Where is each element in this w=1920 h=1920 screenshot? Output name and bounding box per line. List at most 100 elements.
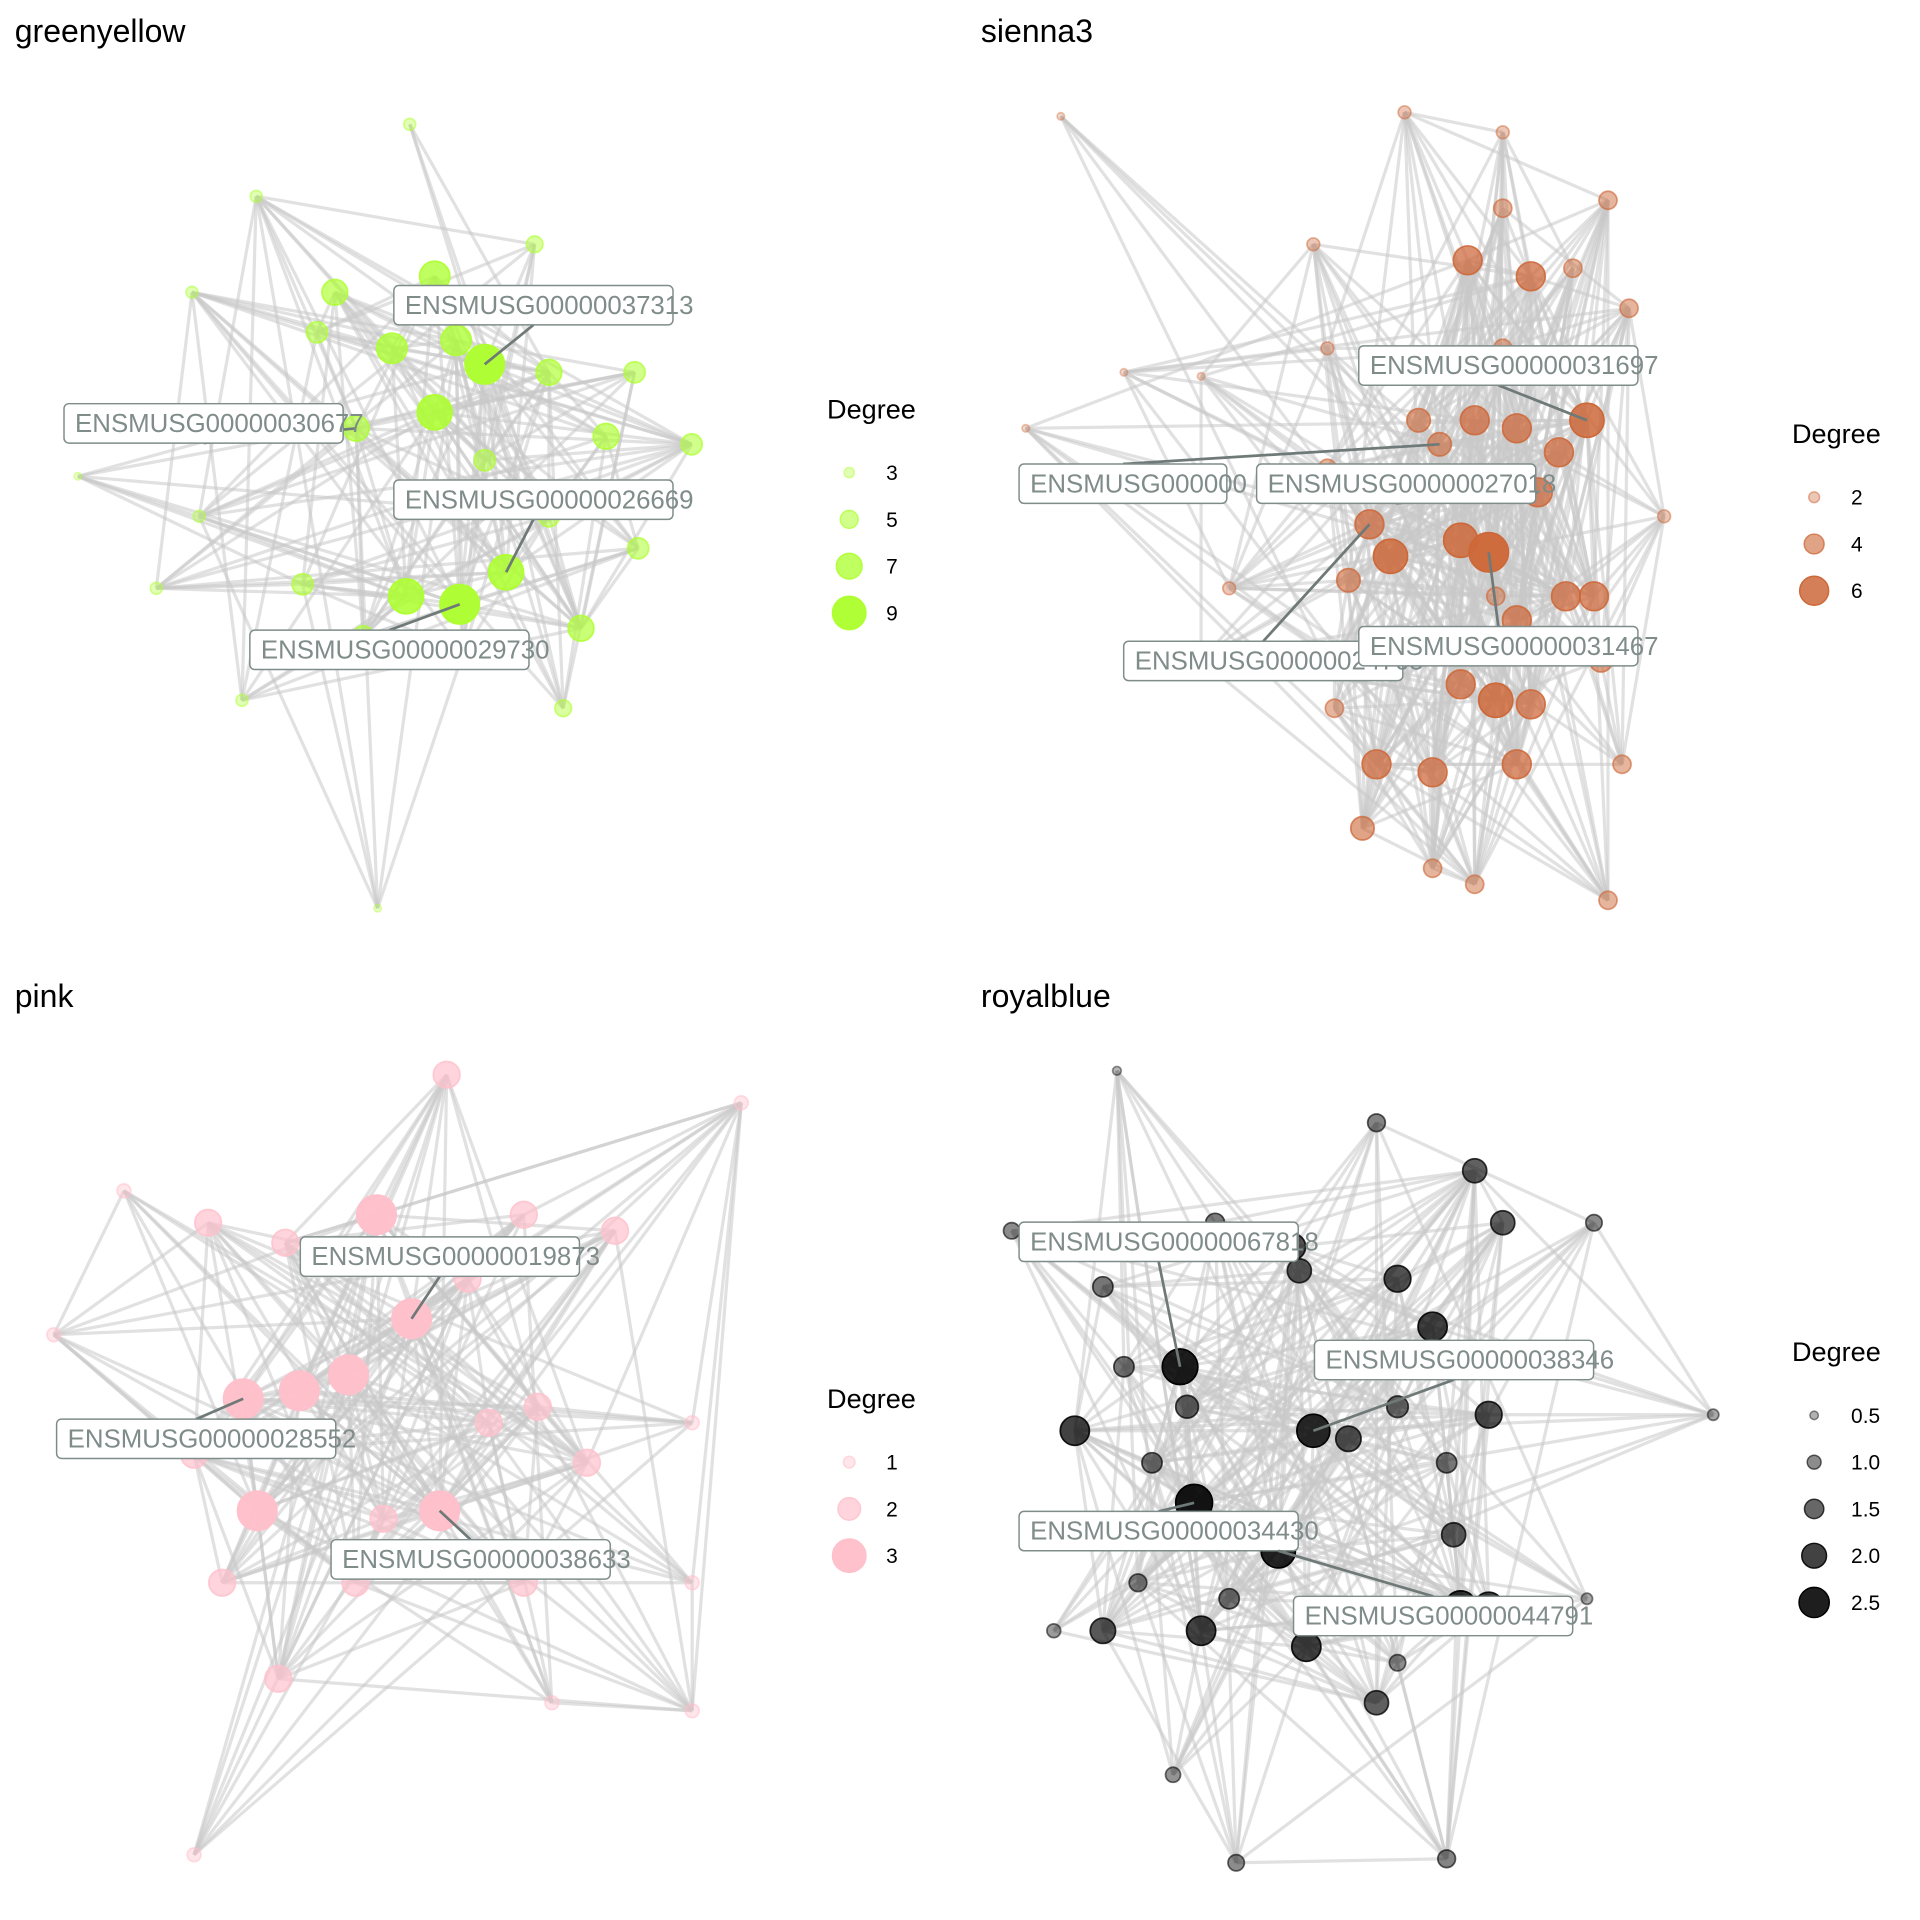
gene-node[interactable]	[1550, 581, 1582, 612]
gene-node[interactable]	[402, 117, 417, 132]
gene-node[interactable]	[1461, 1157, 1488, 1184]
gene-node[interactable]	[1464, 874, 1485, 895]
gene-node[interactable]	[523, 1392, 553, 1421]
gene-node[interactable]	[1440, 1521, 1467, 1548]
gene-node[interactable]	[1335, 567, 1361, 593]
gene-node[interactable]	[600, 1216, 630, 1245]
gene-node[interactable]	[733, 1095, 750, 1111]
gene-node[interactable]	[1501, 749, 1533, 780]
gene-node[interactable]	[1452, 245, 1483, 276]
gene-node[interactable]	[572, 1448, 602, 1477]
gene-node[interactable]	[1417, 757, 1448, 788]
gene-node[interactable]	[1227, 1853, 1246, 1872]
gene-node[interactable]	[567, 614, 595, 643]
gene-node[interactable]	[544, 1695, 560, 1711]
gene-node[interactable]	[185, 285, 199, 300]
gene-node[interactable]	[1406, 407, 1432, 433]
gene-node[interactable]	[1185, 1615, 1217, 1647]
gene-node[interactable]	[1164, 1766, 1182, 1784]
gene-node[interactable]	[464, 343, 506, 385]
gene-node[interactable]	[684, 1415, 700, 1431]
gene-node[interactable]	[116, 1183, 132, 1199]
gene-node[interactable]	[278, 1370, 320, 1412]
gene-node[interactable]	[1706, 1408, 1720, 1422]
gene-node[interactable]	[1489, 1209, 1516, 1236]
gene-node[interactable]	[1334, 1425, 1362, 1453]
gene-node[interactable]	[1501, 413, 1533, 444]
gene-node[interactable]	[1580, 1592, 1594, 1606]
gene-node[interactable]	[1091, 1275, 1114, 1298]
gene-node[interactable]	[525, 235, 544, 254]
gene-node[interactable]	[473, 448, 497, 472]
gene-node[interactable]	[236, 1490, 278, 1532]
gene-node[interactable]	[235, 693, 249, 708]
gene-node[interactable]	[375, 332, 408, 365]
gene-node[interactable]	[1372, 538, 1409, 575]
gene-node[interactable]	[1563, 258, 1583, 279]
gene-node[interactable]	[1002, 1221, 1021, 1240]
gene-node[interactable]	[487, 554, 525, 591]
gene-node[interactable]	[1578, 581, 1610, 612]
gene-node[interactable]	[1218, 1587, 1241, 1610]
gene-node[interactable]	[1174, 1394, 1200, 1420]
gene-node[interactable]	[355, 1194, 398, 1236]
gene-node[interactable]	[1349, 815, 1376, 841]
gene-node[interactable]	[1056, 111, 1066, 121]
gene-node[interactable]	[1422, 858, 1443, 879]
gene-node[interactable]	[1089, 1617, 1117, 1645]
gene-node[interactable]	[1363, 1689, 1390, 1716]
gene-node[interactable]	[535, 358, 563, 387]
gene-node[interactable]	[1361, 749, 1392, 780]
gene-node[interactable]	[509, 1200, 538, 1229]
gene-node[interactable]	[1397, 105, 1412, 120]
gene-node[interactable]	[1112, 1355, 1135, 1378]
gene-node[interactable]	[1612, 754, 1632, 775]
gene-node[interactable]	[1435, 1451, 1458, 1474]
gene-node[interactable]	[46, 1327, 62, 1343]
gene-node[interactable]	[249, 189, 264, 204]
gene-node[interactable]	[1366, 1113, 1387, 1133]
gene-node[interactable]	[684, 1703, 700, 1719]
gene-node[interactable]	[387, 578, 425, 615]
gene-node[interactable]	[1543, 437, 1575, 468]
gene-node[interactable]	[1515, 261, 1547, 292]
gene-node[interactable]	[193, 1208, 223, 1237]
gene-node[interactable]	[680, 432, 704, 456]
gene-node[interactable]	[1046, 1623, 1062, 1639]
gene-node[interactable]	[1584, 1213, 1604, 1232]
gene-node[interactable]	[1417, 1311, 1449, 1343]
gene-node[interactable]	[1515, 689, 1547, 720]
gene-node[interactable]	[186, 1847, 202, 1863]
gene-node[interactable]	[305, 320, 329, 344]
gene-node[interactable]	[1474, 1400, 1503, 1429]
gene-node[interactable]	[1477, 682, 1514, 719]
gene-node[interactable]	[1598, 890, 1618, 911]
gene-node[interactable]	[1111, 1065, 1123, 1076]
gene-node[interactable]	[684, 1575, 700, 1591]
gene-node[interactable]	[369, 1504, 398, 1533]
gene-node[interactable]	[321, 278, 349, 307]
gene-node[interactable]	[1436, 1849, 1457, 1869]
gene-node[interactable]	[1286, 1257, 1313, 1284]
gene-node[interactable]	[327, 1354, 369, 1396]
gene-node[interactable]	[73, 471, 83, 481]
gene-node[interactable]	[1290, 1631, 1322, 1663]
gene-node[interactable]	[1324, 698, 1345, 719]
gene-node[interactable]	[474, 1408, 503, 1437]
gene-node[interactable]	[432, 1060, 461, 1089]
gene-node[interactable]	[1383, 1264, 1412, 1293]
gene-node[interactable]	[1141, 1451, 1163, 1474]
gene-node[interactable]	[1492, 198, 1513, 219]
gene-node[interactable]	[440, 324, 473, 357]
gene-node[interactable]	[1119, 367, 1129, 377]
gene-node[interactable]	[1459, 405, 1490, 436]
gene-node[interactable]	[264, 1664, 293, 1693]
gene-node[interactable]	[1196, 371, 1206, 381]
gene-node[interactable]	[291, 572, 315, 596]
gene-node[interactable]	[1388, 1653, 1407, 1672]
gene-node[interactable]	[626, 536, 650, 560]
gene-node[interactable]	[1221, 581, 1237, 596]
gene-node[interactable]	[1656, 509, 1672, 524]
gene-node[interactable]	[271, 1228, 300, 1257]
gene-node[interactable]	[149, 581, 164, 596]
